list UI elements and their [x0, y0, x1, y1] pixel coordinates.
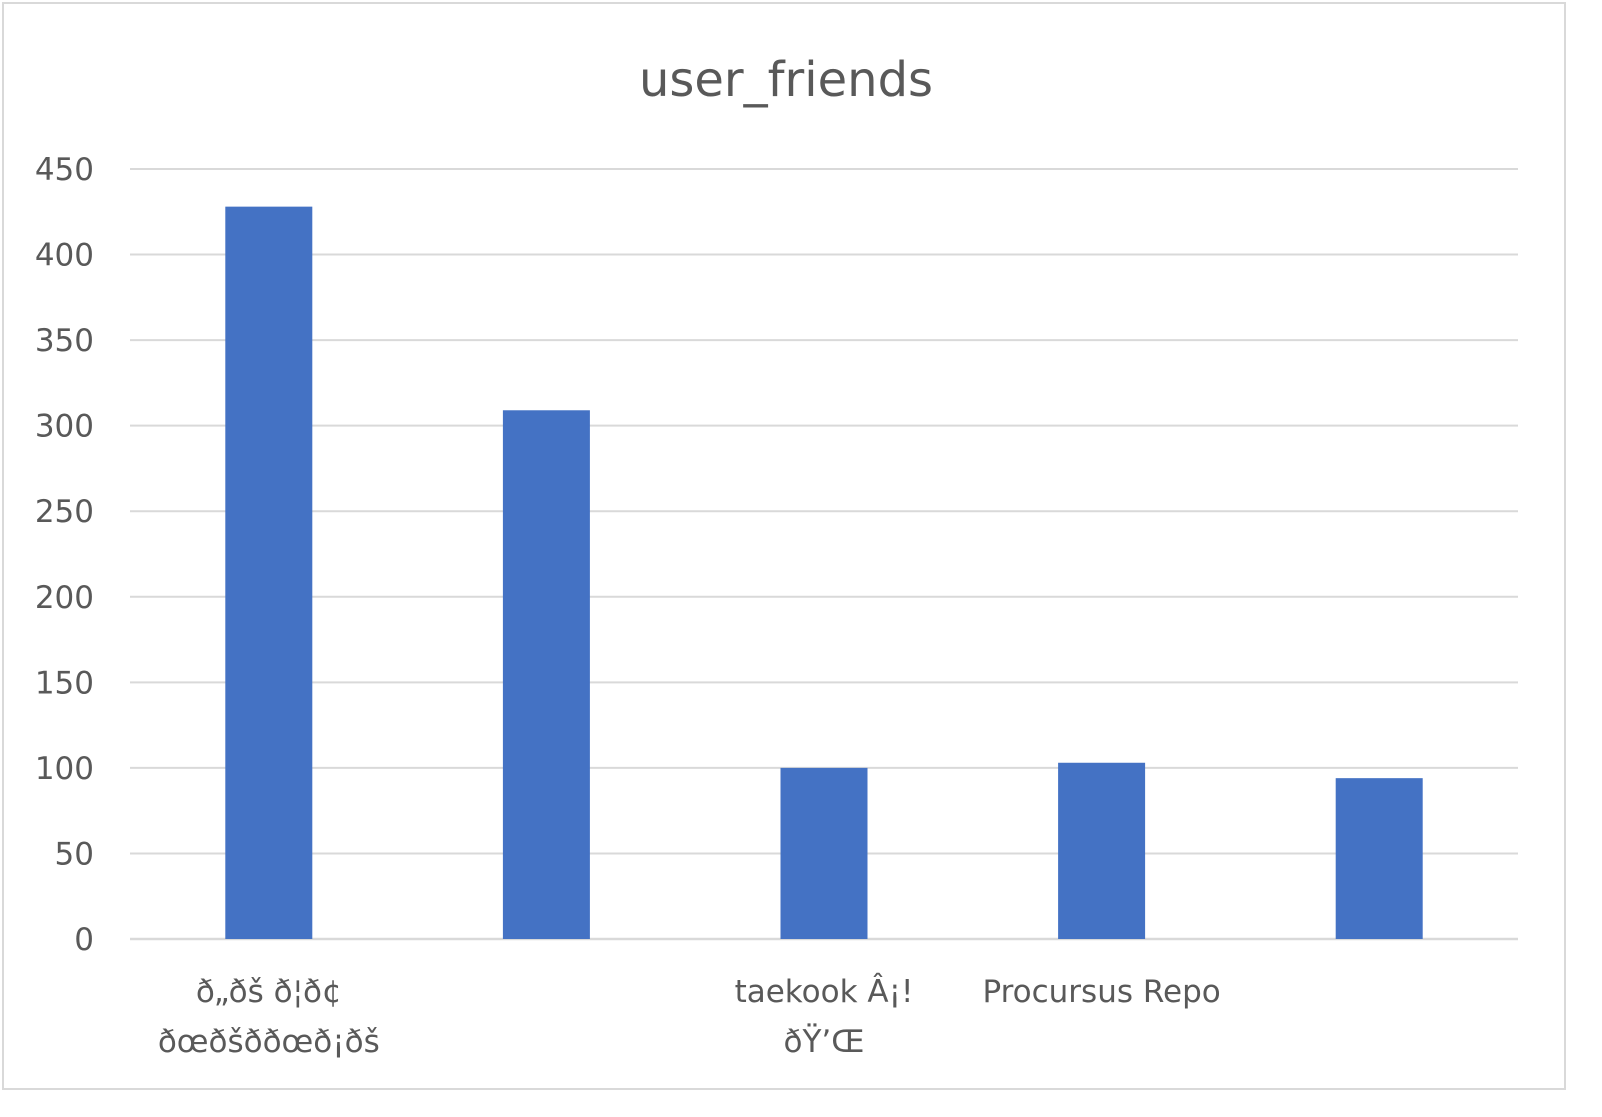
y-tick-label: 200 [35, 580, 94, 616]
y-axis-ticks: 0 50 100 150 200 250 300 350 400 450 [35, 152, 94, 958]
x-category-label: taekook Â¡! [735, 974, 914, 1010]
gridlines [130, 168, 1518, 941]
y-tick-label: 50 [55, 836, 94, 872]
x-axis-categories: ð„ðš ð¦ð¢ ðœðšð­ðœð¡ðš taekook Â¡! ðŸ’Œ Proc… [158, 974, 1221, 1060]
bar [502, 410, 590, 939]
y-tick-label: 250 [35, 494, 94, 530]
bar [225, 206, 313, 940]
y-tick-label: 150 [35, 665, 94, 701]
bars [225, 206, 1423, 940]
bar [1335, 778, 1423, 939]
y-tick-label: 0 [74, 922, 94, 958]
chart-title: user_friends [639, 52, 933, 108]
y-tick-label: 100 [35, 751, 94, 787]
x-category-label: ð„ðš ð¦ð¢ [196, 974, 342, 1010]
y-tick-label: 400 [35, 238, 94, 274]
x-category-label: Procursus Repo [982, 974, 1220, 1010]
bar [1058, 762, 1146, 939]
x-category-label: ðŸ’Œ [784, 1024, 865, 1060]
y-tick-label: 450 [35, 152, 94, 188]
x-category-label: ðœðšð­ðœð¡ðš [158, 1024, 380, 1060]
bar [780, 767, 868, 939]
chart-frame: user_friends 0 50 100 150 200 250 300 350 400 450… [2, 2, 1566, 1090]
y-tick-label: 350 [35, 323, 94, 359]
bar-chart: user_friends 0 50 100 150 200 250 300 350 400 450… [35, 52, 1518, 1060]
y-tick-label: 300 [35, 409, 94, 445]
